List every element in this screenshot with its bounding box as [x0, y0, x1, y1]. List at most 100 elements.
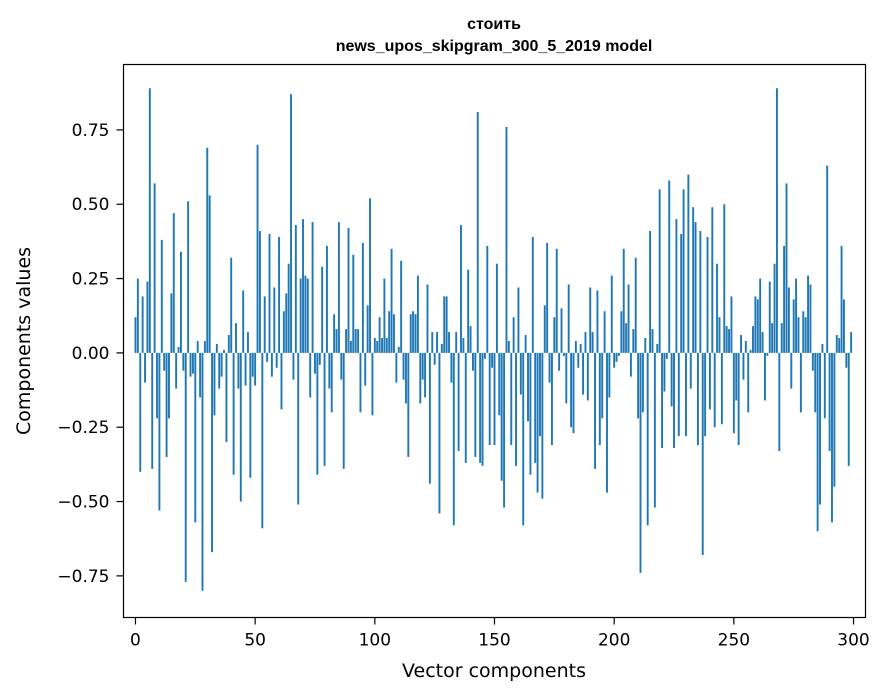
bar-248 — [728, 329, 731, 353]
bar-298 — [847, 352, 850, 466]
bar-35 — [218, 352, 221, 389]
bar-240 — [708, 352, 711, 410]
bar-148 — [488, 352, 491, 446]
bar-236 — [699, 230, 702, 353]
bar-242 — [713, 352, 716, 428]
bar-21 — [184, 352, 187, 582]
y-axis-label: Components values — [13, 247, 35, 435]
bar-274 — [790, 352, 793, 389]
bar-175 — [553, 317, 556, 353]
bar-24 — [191, 352, 194, 374]
bar-279 — [802, 311, 805, 353]
bar-64 — [287, 263, 290, 353]
bar-14 — [168, 352, 170, 419]
y-axis: −0.75 −0.50 −0.25 0.00 0.25 0.50 0.75 — [57, 121, 124, 587]
bar-125 — [433, 352, 436, 365]
bar-162 — [522, 352, 525, 526]
bar-27 — [199, 352, 202, 398]
bar-73 — [309, 352, 312, 398]
bar-123 — [428, 352, 431, 484]
bar-281 — [807, 275, 810, 353]
bar-43 — [237, 352, 240, 389]
bar-141 — [472, 352, 474, 371]
bar-171 — [543, 305, 546, 353]
bar-296 — [843, 299, 845, 353]
bar-83 — [333, 314, 336, 353]
x-tick-label: 300 — [837, 631, 869, 651]
bar-206 — [627, 284, 630, 353]
bar-56 — [268, 233, 271, 353]
bar-91 — [352, 254, 355, 353]
bar-11 — [160, 239, 163, 353]
bar-146 — [483, 352, 486, 359]
bar-44 — [239, 352, 242, 502]
bar-233 — [692, 207, 695, 353]
bar-282 — [809, 284, 812, 353]
bar-258 — [752, 326, 754, 353]
x-axis-label: Vector components — [402, 660, 586, 682]
bar-295 — [840, 245, 843, 353]
bar-194 — [598, 352, 601, 446]
bar-251 — [735, 352, 738, 401]
y-tick-label: 0.50 — [72, 195, 110, 215]
bar-120 — [421, 352, 424, 380]
bar-99 — [371, 352, 374, 416]
bar-29 — [203, 341, 206, 353]
bar-42 — [235, 323, 237, 353]
x-tick-label: 0 — [130, 631, 141, 651]
bar-226 — [675, 219, 678, 353]
bar-220 — [661, 352, 663, 449]
bar-130 — [445, 296, 448, 353]
bar-124 — [431, 332, 434, 353]
bar-110 — [397, 346, 400, 353]
bar-153 — [500, 352, 503, 481]
bar-116 — [412, 311, 415, 353]
y-tick-label: −0.50 — [57, 493, 109, 513]
bar-121 — [424, 352, 427, 398]
bar-26 — [196, 341, 199, 353]
bar-117 — [414, 314, 417, 353]
bar-103 — [381, 338, 383, 353]
bar-245 — [720, 352, 723, 425]
bar-183 — [572, 352, 575, 434]
bar-54 — [263, 296, 266, 353]
y-tick-label: −0.75 — [57, 567, 109, 587]
bar-253 — [740, 335, 742, 353]
y-tick-label: 0.25 — [72, 270, 110, 290]
bar-190 — [589, 287, 592, 353]
bar-284 — [814, 352, 817, 413]
bar-10 — [158, 352, 161, 511]
bar-51 — [256, 144, 259, 353]
bar-41 — [232, 352, 235, 475]
bar-174 — [550, 352, 553, 446]
bar-4 — [144, 352, 146, 383]
bar-52 — [258, 230, 261, 353]
bar-228 — [680, 233, 683, 353]
x-tick-label: 100 — [359, 631, 391, 651]
bar-294 — [838, 338, 841, 353]
bar-299 — [850, 332, 853, 353]
bar-143 — [476, 112, 479, 353]
bar-213 — [644, 338, 647, 353]
bar-17 — [175, 352, 178, 389]
bar-179 — [562, 352, 565, 356]
bar-134 — [455, 332, 458, 353]
bar-192 — [594, 352, 596, 469]
bar-30 — [206, 147, 209, 353]
bar-138 — [464, 352, 467, 463]
bar-89 — [347, 228, 350, 353]
bar-182 — [570, 352, 573, 428]
bar-244 — [718, 317, 721, 353]
bar-78 — [321, 266, 324, 353]
bar-285 — [816, 352, 819, 532]
bar-150 — [493, 352, 496, 446]
bar-66 — [292, 352, 295, 380]
bar-201 — [615, 352, 618, 362]
bar-249 — [730, 296, 733, 353]
bar-111 — [400, 260, 403, 353]
bar-155 — [505, 126, 508, 353]
bar-139 — [467, 269, 470, 353]
bar-196 — [603, 311, 606, 353]
bar-176 — [555, 248, 558, 353]
bar-270 — [780, 323, 783, 353]
